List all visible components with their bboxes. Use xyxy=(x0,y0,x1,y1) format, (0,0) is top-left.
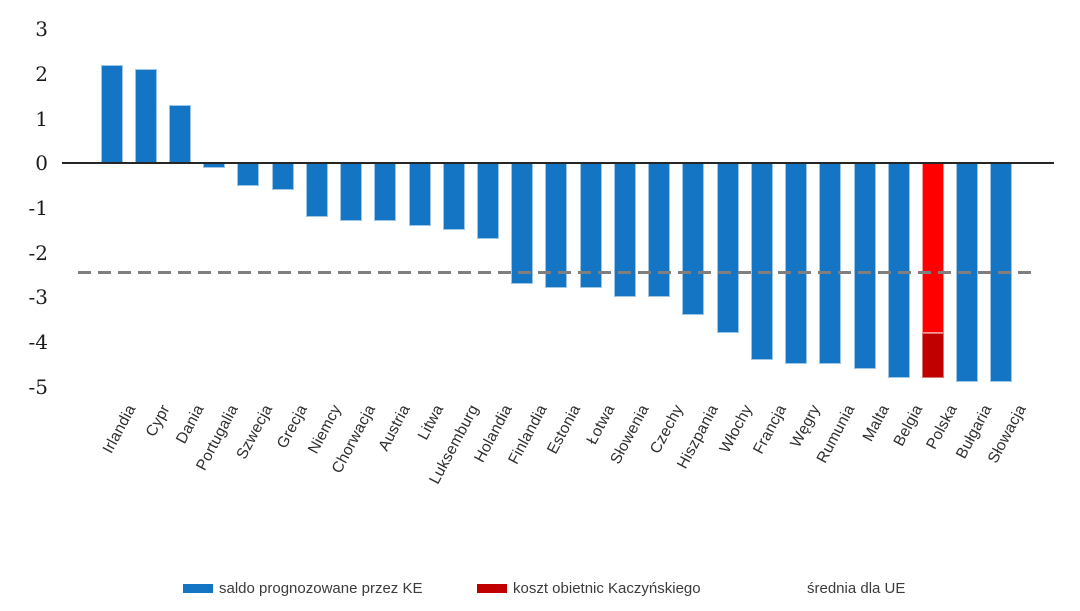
bar-wegry xyxy=(785,163,808,365)
bar-irlandia xyxy=(100,64,123,164)
legend-item-average: średnia dla UE xyxy=(765,580,905,597)
bar-wlochy xyxy=(716,163,739,334)
bar-polska-koszt xyxy=(922,333,945,378)
x-axis-label-cypr: Cypr xyxy=(142,402,174,440)
bar-austria xyxy=(374,163,397,222)
legend-label-koszt: koszt obietnic Kaczyńskiego xyxy=(513,580,701,597)
eu-average-line xyxy=(78,271,1032,275)
x-axis-label-malta: Malta xyxy=(859,402,893,445)
bar-luksemburg xyxy=(442,163,465,231)
y-axis-tick-label: 2 xyxy=(35,61,48,86)
y-axis-tick-label: -3 xyxy=(28,285,48,310)
bar-lotwa xyxy=(579,163,602,289)
bar-rumunia xyxy=(819,163,842,365)
bar-cypr xyxy=(134,69,157,164)
y-axis-tick-label: 0 xyxy=(35,151,48,176)
x-axis-label-irlandia: Irlandia xyxy=(99,402,140,457)
y-axis-tick-label: 1 xyxy=(35,106,48,131)
legend-dash-icon xyxy=(765,587,799,591)
bar-holandia xyxy=(477,163,500,240)
bar-slowenia xyxy=(613,163,636,298)
x-axis-label-wegry: Węgry xyxy=(787,402,825,451)
y-axis-tick-label: -5 xyxy=(28,374,48,399)
legend-label-average: średnia dla UE xyxy=(807,580,906,597)
bar-czechy xyxy=(648,163,671,298)
bar-hiszpania xyxy=(682,163,705,316)
x-axis-line xyxy=(62,162,1054,164)
x-axis-label-dania: Dania xyxy=(173,402,208,447)
x-axis-label-belgia: Belgia xyxy=(890,402,927,450)
bar-finlandia xyxy=(511,163,534,284)
x-axis-label-austria: Austria xyxy=(375,402,414,454)
bar-niemcy xyxy=(305,163,328,217)
legend-item-saldo: saldo prognozowane przez KE xyxy=(183,580,422,597)
legend-item-koszt: koszt obietnic Kaczyńskiego xyxy=(477,580,701,597)
y-axis-tick-label: -4 xyxy=(28,330,48,355)
bar-estonia xyxy=(545,163,568,289)
x-axis-label-lotwa: Łotwa xyxy=(583,402,619,448)
bar-grecja xyxy=(271,163,294,191)
x-axis-label-litwa: Litwa xyxy=(415,402,448,443)
y-axis-tick-label: 3 xyxy=(35,17,48,42)
bar-litwa xyxy=(408,163,431,226)
bar-polska xyxy=(922,163,945,334)
bar-dania xyxy=(168,105,191,164)
bar-francja xyxy=(750,163,773,360)
legend-label-saldo: saldo prognozowane przez KE xyxy=(219,580,423,597)
bar-malta xyxy=(853,163,876,369)
bar-chorwacja xyxy=(340,163,363,222)
y-axis-tick-label: -1 xyxy=(28,196,48,220)
legend-swatch-koszt xyxy=(477,584,507,593)
y-axis-tick-label: -2 xyxy=(28,240,48,265)
legend-swatch-saldo xyxy=(183,584,213,593)
bar-szwecja xyxy=(237,163,260,186)
